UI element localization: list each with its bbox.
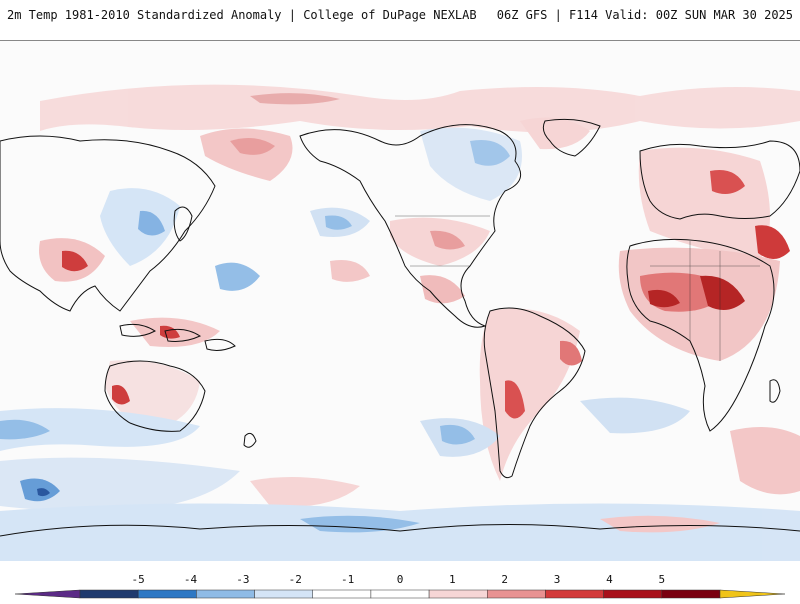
south-indian-cool [0, 408, 200, 451]
colorbar-tick-label: -1 [341, 573, 354, 586]
china-hot [62, 250, 88, 272]
mideast-hot [755, 225, 790, 260]
north-america-outline [299, 124, 522, 328]
colorbar-extend-high [719, 589, 786, 599]
mexico-warm [420, 275, 465, 304]
south-indian-cool-core [0, 419, 50, 440]
arctic-warm-band [40, 84, 800, 133]
indonesia-hot [160, 325, 180, 339]
argentina-hot [505, 380, 525, 419]
east-africa-hot [700, 275, 745, 310]
southern-ocean-cool [0, 457, 240, 511]
siberia-warm [200, 128, 293, 181]
colorbar-svg: -5 -4 -3 -2 -1 0 1 2 3 4 5 [14, 573, 786, 599]
south-america-outline [483, 307, 586, 479]
new-zealand-outline [243, 432, 257, 448]
colorbar-tick-label: -3 [236, 573, 249, 586]
south-america-warm [479, 308, 580, 481]
new-guinea-outline [204, 338, 236, 351]
colorbar-swatches [14, 589, 786, 599]
antarctica-outline [0, 523, 800, 537]
russia-hot [710, 170, 745, 195]
greenland-warm [520, 117, 590, 150]
header: 2m Temp 1981-2010 Standardized Anomaly |… [0, 0, 800, 30]
arctic-warm-core [250, 93, 340, 105]
colorbar-tick-label: 2 [501, 573, 508, 586]
siberia-warm-core [230, 137, 275, 155]
colorbar-swatch [545, 589, 604, 599]
west-africa-hot [648, 289, 680, 308]
asia-outline [0, 135, 216, 312]
coastlines [0, 118, 800, 537]
south-indian-warm [730, 427, 800, 495]
colorbar-tick-label: 0 [397, 573, 404, 586]
colorbar-swatch [487, 589, 546, 599]
australia-hot [112, 385, 130, 405]
madagascar-outline [769, 379, 781, 403]
east-asia-cold [138, 210, 165, 236]
southern-ocean-coldest [37, 488, 50, 497]
colorbar: -5 -4 -3 -2 -1 0 1 2 3 4 5 [0, 568, 800, 600]
colorbar-tick-label: 1 [449, 573, 456, 586]
colorbar-swatch [137, 589, 197, 599]
political-borders [395, 215, 760, 361]
colorbar-swatch [312, 589, 372, 599]
colorbar-swatch [428, 589, 488, 599]
npac-warm [330, 260, 370, 282]
colorbar-swatch [603, 589, 663, 599]
antarctic-cool-core [300, 515, 420, 533]
canada-cold [470, 140, 510, 166]
europe-outline [639, 140, 800, 220]
greenland-outline [542, 118, 601, 157]
anomaly-shading [0, 84, 800, 561]
sumatra-outline [119, 323, 156, 337]
colorbar-swatch [254, 589, 313, 599]
south-atlantic-cool [580, 397, 690, 434]
africa-outline [626, 238, 775, 432]
npac-cool-2 [215, 262, 260, 291]
colorbar-swatch [370, 589, 430, 599]
brazil-warmer [560, 340, 582, 366]
model-run-info: 06Z GFS | F114 Valid: 00Z SUN MAR 30 202… [496, 8, 793, 22]
antarctic-warm [600, 515, 720, 533]
anomaly-map [0, 40, 800, 561]
japan-outline [173, 206, 193, 242]
antarctic-cool [0, 503, 800, 561]
colorbar-tick-label: -5 [132, 573, 145, 586]
colorbar-tick-label: 3 [554, 573, 561, 586]
map-title: 2m Temp 1981-2010 Standardized Anomaly |… [7, 8, 477, 22]
colorbar-swatch [196, 589, 255, 599]
us-warm-core [430, 230, 465, 250]
borneo-outline [164, 328, 202, 342]
colorbar-tick-labels: -5 -4 -3 -2 -1 0 1 2 3 4 5 [132, 573, 666, 586]
se-pacific-cool-core [440, 424, 475, 445]
south-pacific-warm [250, 477, 360, 507]
colorbar-tick-label: -2 [289, 573, 302, 586]
colorbar-tick-label: 5 [659, 573, 666, 586]
world-map-svg [0, 41, 800, 561]
colorbar-tick-label: -4 [184, 573, 198, 586]
colorbar-swatch [79, 589, 139, 599]
colorbar-swatch [661, 589, 721, 599]
australia-outline [104, 360, 206, 432]
colorbar-tick-label: 4 [606, 573, 613, 586]
npac-cool-1-core [325, 215, 352, 230]
colorbar-extend-low [14, 589, 81, 599]
